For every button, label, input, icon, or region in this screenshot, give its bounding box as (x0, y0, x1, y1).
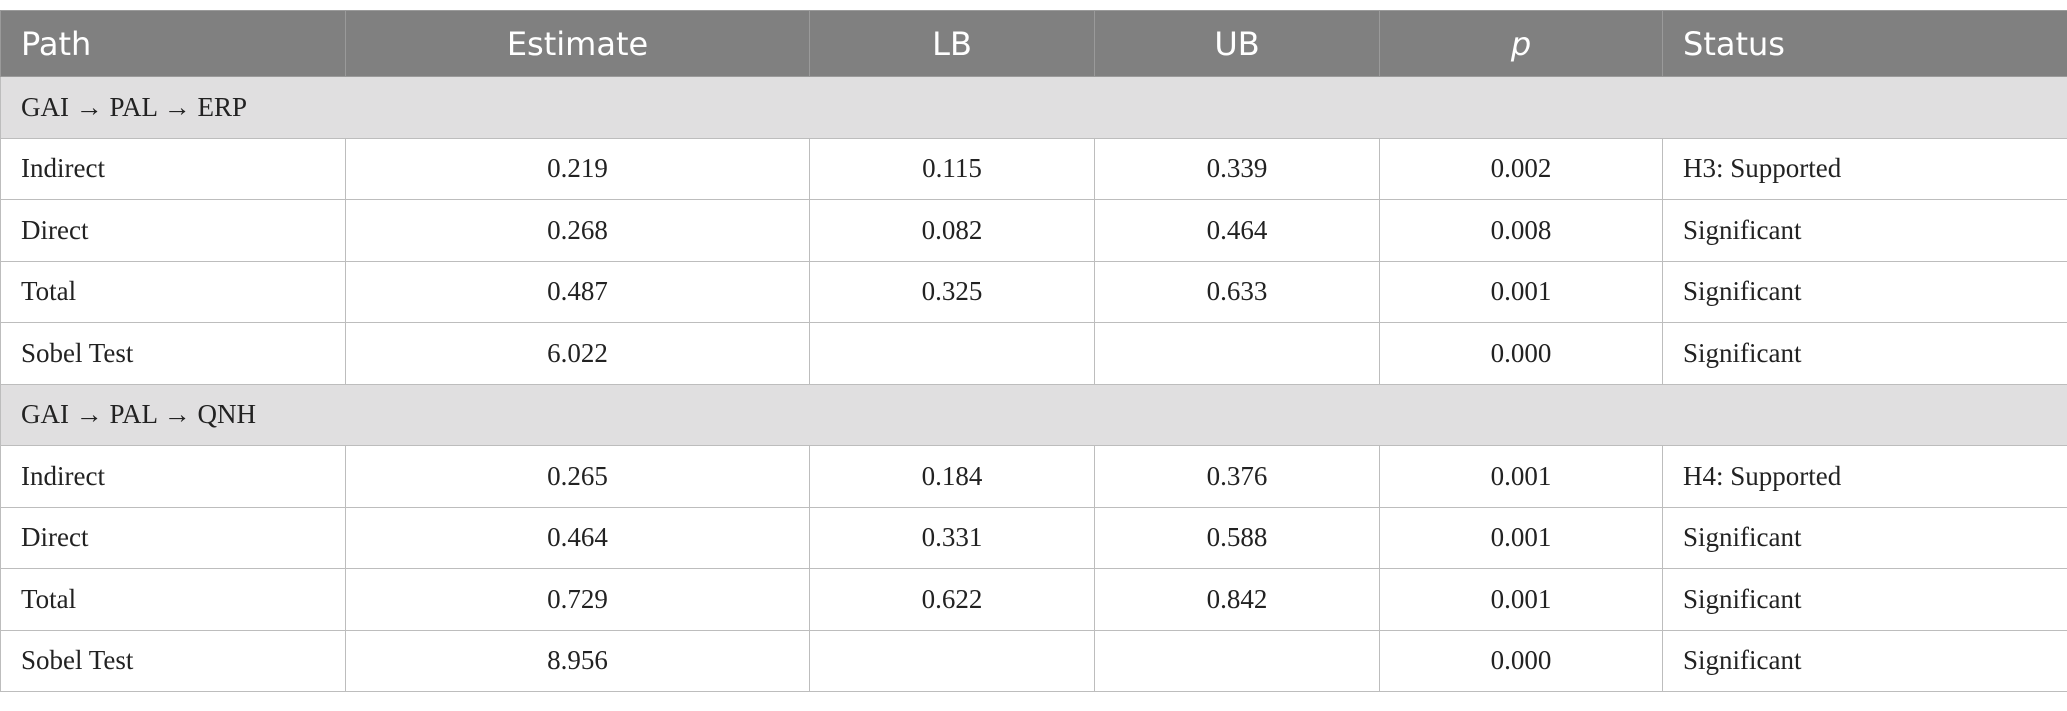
cell: Indirect (0, 445, 346, 508)
data-row: Direct 0.464 0.331 0.588 0.001 Significant (0, 506, 2067, 569)
data-row: Total 0.487 0.325 0.633 0.001 Significant (0, 260, 2067, 323)
cell: Sobel Test (0, 322, 346, 385)
cell: H4: Supported (1662, 445, 2067, 508)
cell: 0.001 (1379, 568, 1663, 631)
cell: Total (0, 260, 346, 323)
cell: 0.001 (1379, 445, 1663, 508)
group-title: GAI → PAL → QNH (0, 383, 2067, 446)
cell: 0.000 (1379, 629, 1663, 692)
cell: 0.001 (1379, 506, 1663, 569)
cell (809, 629, 1095, 692)
cell: Significant (1662, 322, 2067, 385)
table-body: GAI → PAL → ERP Indirect 0.219 0.115 0.339 0.… (0, 76, 2067, 692)
data-row: Direct 0.268 0.082 0.464 0.008 Significant (0, 199, 2067, 262)
cell (809, 322, 1095, 385)
cell: 0.115 (809, 137, 1095, 200)
cell: 0.325 (809, 260, 1095, 323)
cell: 0.184 (809, 445, 1095, 508)
cell: 0.002 (1379, 137, 1663, 200)
cell: 0.008 (1379, 199, 1663, 262)
cell: 0.729 (345, 568, 810, 631)
cell: 0.339 (1094, 137, 1380, 200)
mediation-table: Path Estimate LB UB p Status GAI → PAL → ERP I… (0, 10, 2067, 692)
cell: Significant (1662, 568, 2067, 631)
cell (1094, 322, 1380, 385)
cell: 0.331 (809, 506, 1095, 569)
data-row: Indirect 0.219 0.115 0.339 0.002 H3: Supporte… (0, 137, 2067, 200)
header-cell: Estimate (345, 10, 810, 77)
header-cell: UB (1094, 10, 1380, 77)
cell: Significant (1662, 199, 2067, 262)
cell: 8.956 (345, 629, 810, 692)
cell: Significant (1662, 506, 2067, 569)
header-cell: Status (1662, 10, 2067, 77)
header-cell: Path (0, 10, 346, 77)
cell: 0.265 (345, 445, 810, 508)
cell: 0.464 (345, 506, 810, 569)
cell: 0.001 (1379, 260, 1663, 323)
cell: 0.622 (809, 568, 1095, 631)
cell: Direct (0, 199, 346, 262)
data-row: Sobel Test 8.956 0.000 Significant (0, 629, 2067, 692)
cell: 0.487 (345, 260, 810, 323)
cell: Indirect (0, 137, 346, 200)
cell: 0.082 (809, 199, 1095, 262)
cell: Direct (0, 506, 346, 569)
cell: H3: Supported (1662, 137, 2067, 200)
cell: 0.268 (345, 199, 810, 262)
cell: 0.376 (1094, 445, 1380, 508)
cell (1094, 629, 1380, 692)
header-row: Path Estimate LB UB p Status (0, 10, 2067, 77)
cell: Total (0, 568, 346, 631)
cell: 0.464 (1094, 199, 1380, 262)
cell: Significant (1662, 260, 2067, 323)
group-row: GAI → PAL → ERP (0, 76, 2067, 139)
header-cell: p (1379, 10, 1663, 77)
cell: 0.588 (1094, 506, 1380, 569)
header-cell: LB (809, 10, 1095, 77)
cell: Significant (1662, 629, 2067, 692)
cell: 0.633 (1094, 260, 1380, 323)
data-row: Sobel Test 6.022 0.000 Significant (0, 322, 2067, 385)
group-title: GAI → PAL → ERP (0, 76, 2067, 139)
cell: 0.000 (1379, 322, 1663, 385)
cell: 0.219 (345, 137, 810, 200)
cell: Sobel Test (0, 629, 346, 692)
data-row: Indirect 0.265 0.184 0.376 0.001 H4: Supporte… (0, 445, 2067, 508)
cell: 0.842 (1094, 568, 1380, 631)
data-row: Total 0.729 0.622 0.842 0.001 Significant (0, 568, 2067, 631)
cell: 6.022 (345, 322, 810, 385)
group-row: GAI → PAL → QNH (0, 383, 2067, 446)
